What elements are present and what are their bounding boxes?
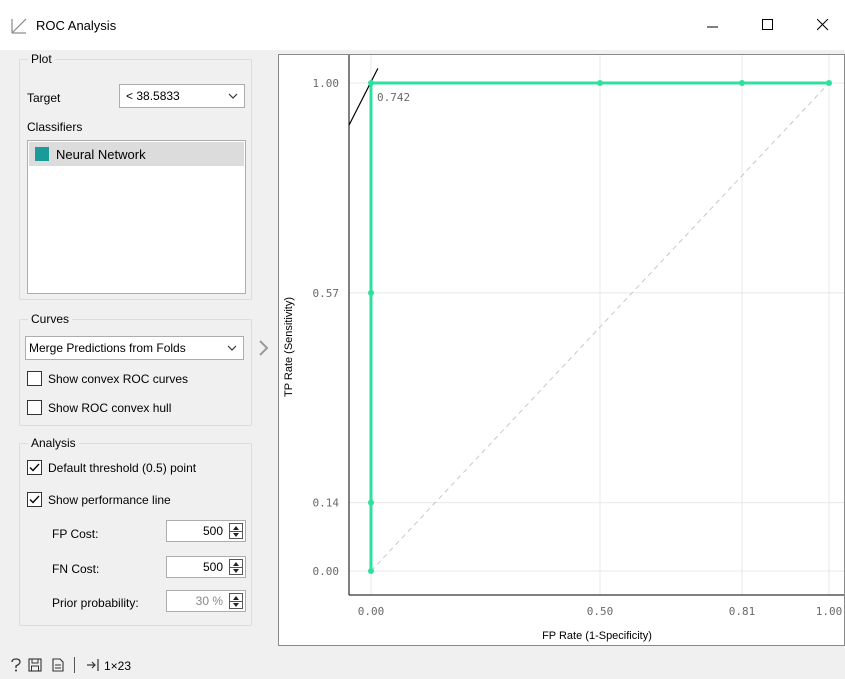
control-panel: Plot Target < 38.5833 Classifiers Neural… xyxy=(0,50,270,650)
threshold-label: 0.742 xyxy=(377,91,410,104)
y-tick-label: 0.00 xyxy=(313,565,340,578)
fn-cost-label: FN Cost: xyxy=(52,562,100,576)
default-threshold-label: Default threshold (0.5) point xyxy=(48,460,197,475)
prior-probability-spinbox[interactable]: 30 % xyxy=(166,590,246,612)
x-axis-title: FP Rate (1-Specificity) xyxy=(542,630,652,642)
fp-cost-label: FP Cost: xyxy=(52,527,99,541)
x-tick-label: 0.81 xyxy=(729,605,756,618)
fp-cost-value: 500 xyxy=(202,524,223,538)
fn-cost-value: 500 xyxy=(202,560,223,574)
title-bar: ROC Analysis xyxy=(0,0,845,50)
checkbox-box xyxy=(27,400,42,415)
roc-curve-icon xyxy=(11,18,27,34)
show-convex-curves-label: Show convex ROC curves xyxy=(48,371,189,386)
save-icon[interactable] xyxy=(28,658,42,672)
show-performance-line-label: Show performance line xyxy=(48,492,171,507)
close-button[interactable] xyxy=(800,0,845,50)
spin-arrows-icon[interactable] xyxy=(229,593,243,609)
analysis-group-title: Analysis xyxy=(31,436,76,450)
checkbox-box xyxy=(27,492,42,507)
x-tick-label: 0.50 xyxy=(587,605,614,618)
x-tick-label: 1.00 xyxy=(816,605,843,618)
status-divider xyxy=(74,657,75,673)
roc-point[interactable] xyxy=(368,568,374,574)
data-info: 1×23 xyxy=(104,659,132,673)
roc-point[interactable] xyxy=(368,289,374,296)
show-convex-curves-checkbox[interactable]: Show convex ROC curves xyxy=(27,371,188,386)
spin-arrows-icon[interactable] xyxy=(229,523,243,539)
target-value: < 38.5833 xyxy=(126,89,180,103)
show-convex-hull-label: Show ROC convex hull xyxy=(48,400,172,415)
status-bar: 1×23 xyxy=(0,650,845,679)
curves-group-title: Curves xyxy=(31,312,70,326)
spin-arrows-icon[interactable] xyxy=(229,559,243,575)
plot-group: Plot xyxy=(19,52,252,300)
roc-plot[interactable]: 0.00 0.50 0.81 1.00 0.00 0.14 0.57 1.00 FP Rate … xyxy=(278,54,845,646)
prior-probability-value: 30 % xyxy=(195,594,223,608)
maximize-button[interactable] xyxy=(745,0,791,50)
prior-probability-label: Prior probability: xyxy=(52,596,139,610)
help-icon[interactable] xyxy=(10,658,22,672)
roc-chart[interactable]: 0.00 0.50 0.81 1.00 0.00 0.14 0.57 1.00 FP Rate … xyxy=(279,55,844,645)
diagonal-line xyxy=(370,82,830,572)
checkmark-icon xyxy=(29,463,40,472)
minimize-icon xyxy=(707,26,718,28)
classifiers-label: Classifiers xyxy=(27,120,83,134)
input-icon xyxy=(87,659,99,671)
roc-point[interactable] xyxy=(368,499,374,506)
show-performance-line-checkbox[interactable]: Show performance line xyxy=(27,492,171,507)
y-axis-title: TP Rate (Sensitivity) xyxy=(283,297,295,397)
checkbox-box xyxy=(27,460,42,475)
curves-mode-value: Merge Predictions from Folds xyxy=(29,341,186,355)
y-tick-label: 0.57 xyxy=(313,287,340,300)
fn-cost-spinbox[interactable]: 500 xyxy=(166,556,246,578)
plot-group-title: Plot xyxy=(31,52,52,66)
close-icon xyxy=(817,19,829,31)
curves-mode-select[interactable]: Merge Predictions from Folds xyxy=(25,336,244,360)
roc-point[interactable] xyxy=(826,80,832,86)
target-select[interactable]: < 38.5833 xyxy=(119,84,245,108)
report-icon[interactable] xyxy=(52,658,64,672)
fp-cost-spinbox[interactable]: 500 xyxy=(166,520,246,542)
default-threshold-checkbox[interactable]: Default threshold (0.5) point xyxy=(27,460,196,475)
list-item[interactable]: Neural Network xyxy=(29,142,244,166)
minimize-button[interactable] xyxy=(690,0,736,50)
maximize-icon xyxy=(762,19,773,30)
roc-point[interactable] xyxy=(597,80,603,86)
chevron-down-icon xyxy=(228,93,238,99)
checkmark-icon xyxy=(29,495,40,504)
x-tick-label: 0.00 xyxy=(358,605,385,618)
chevron-down-icon xyxy=(227,345,237,351)
roc-point[interactable] xyxy=(368,80,374,86)
y-tick-label: 0.14 xyxy=(313,497,340,510)
y-tick-label: 1.00 xyxy=(313,77,340,90)
color-swatch xyxy=(35,147,49,161)
performance-line xyxy=(349,68,379,127)
curves-group: Curves xyxy=(19,312,252,426)
roc-point[interactable] xyxy=(738,80,745,86)
show-convex-hull-checkbox[interactable]: Show ROC convex hull xyxy=(27,400,171,415)
analysis-group: Analysis xyxy=(19,436,252,626)
classifier-name: Neural Network xyxy=(56,146,146,162)
window-title: ROC Analysis xyxy=(36,18,117,33)
target-label: Target xyxy=(27,91,61,105)
checkbox-box xyxy=(27,371,42,386)
classifiers-list[interactable]: Neural Network xyxy=(27,140,246,294)
chevron-right-icon[interactable] xyxy=(258,340,270,356)
